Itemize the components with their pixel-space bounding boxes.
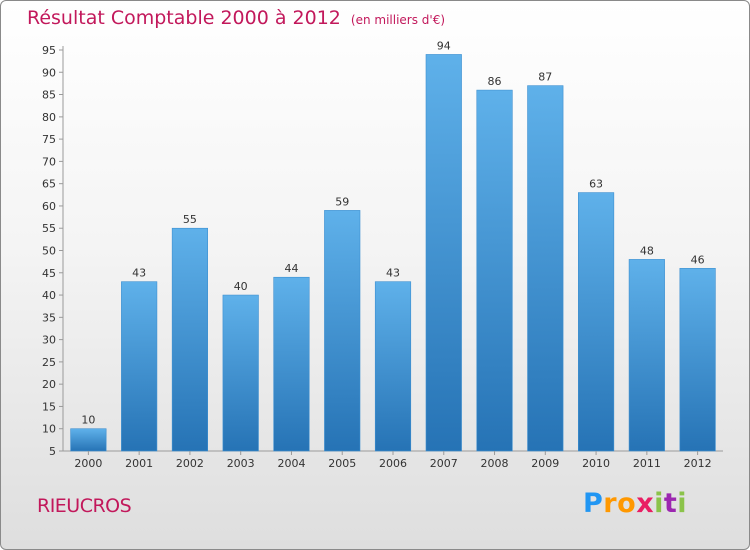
logo-letter: P [583, 488, 604, 519]
bar [171, 227, 208, 452]
bar-value-label: 44 [284, 262, 298, 275]
y-tick-label: 40 [42, 289, 56, 302]
x-tick-label: 2003 [227, 457, 255, 470]
x-tick-label: 2000 [74, 457, 102, 470]
bar [70, 428, 107, 452]
bar-value-label: 87 [538, 71, 552, 84]
y-tick-label: 50 [42, 245, 56, 258]
x-tick-label: 2010 [582, 457, 610, 470]
y-tick-label: 60 [42, 200, 56, 213]
logo-letter: r [603, 488, 618, 519]
y-tick-label: 80 [42, 111, 56, 124]
x-tick-label: 2006 [379, 457, 407, 470]
y-tick-label: 30 [42, 334, 56, 347]
bar [324, 210, 361, 452]
bar [476, 89, 513, 452]
town-name: RIEUCROS [37, 495, 132, 517]
bar-value-label: 43 [386, 267, 400, 280]
y-tick-label: 55 [42, 222, 56, 235]
bar [222, 294, 259, 452]
bar-value-label: 63 [589, 178, 603, 191]
logo-letter: i [654, 488, 664, 519]
y-tick-label: 20 [42, 378, 56, 391]
bar-value-label: 10 [81, 414, 95, 427]
logo-letter: i [677, 488, 688, 519]
y-tick-label: 85 [42, 89, 56, 102]
y-tick-label: 15 [42, 400, 56, 413]
x-tick-label: 2002 [176, 457, 204, 470]
bar [425, 54, 462, 452]
chart-title: Résultat Comptable 2000 à 2012 (en millie… [27, 7, 445, 29]
title-text: Résultat Comptable 2000 à 2012 [27, 7, 341, 29]
bar-value-label: 48 [640, 244, 654, 257]
y-tick-label: 10 [42, 423, 56, 436]
y-tick-label: 25 [42, 356, 56, 369]
bar-value-label: 43 [132, 267, 146, 280]
x-tick-label: 2004 [277, 457, 305, 470]
bar-value-label: 46 [691, 253, 705, 266]
logo-letter: t [663, 488, 678, 519]
y-tick-label: 75 [42, 133, 56, 146]
bar-value-label: 55 [183, 213, 197, 226]
y-tick-label: 35 [42, 311, 56, 324]
x-tick-label: 2008 [481, 457, 509, 470]
bar [273, 276, 310, 452]
logo-letter: o [617, 488, 637, 519]
y-tick-label: 65 [42, 178, 56, 191]
bar [374, 281, 412, 452]
x-tick-label: 2011 [633, 457, 661, 470]
y-tick-label: 90 [42, 66, 56, 79]
x-tick-label: 2012 [684, 457, 712, 470]
bar [679, 268, 716, 452]
x-tick-label: 2009 [531, 457, 559, 470]
logo-letter: x [636, 488, 655, 519]
x-tick-label: 2007 [430, 457, 458, 470]
bar-value-label: 59 [335, 195, 349, 208]
bar [527, 85, 564, 452]
x-tick-label: 2001 [125, 457, 153, 470]
y-tick-label: 5 [49, 445, 56, 458]
chart-subtitle: (en milliers d'€) [350, 13, 446, 27]
y-tick-label: 95 [42, 44, 56, 57]
bar [121, 281, 158, 452]
x-tick-label: 2005 [328, 457, 356, 470]
bar-value-label: 86 [488, 75, 502, 88]
proxiti-logo: Proxiti [583, 488, 687, 519]
bar [578, 192, 615, 452]
bar-value-label: 94 [437, 39, 451, 52]
bar [628, 259, 665, 452]
y-tick-label: 70 [42, 155, 56, 168]
y-tick-label: 45 [42, 267, 56, 280]
bar-value-label: 40 [234, 280, 248, 293]
